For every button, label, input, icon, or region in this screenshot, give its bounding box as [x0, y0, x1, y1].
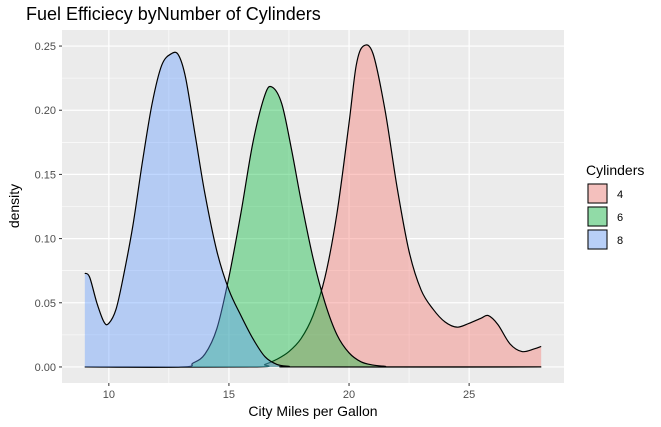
density-line-cyl-6	[84, 85, 542, 368]
legend-key-cyl-6	[587, 206, 608, 227]
density-area-cyl-8	[84, 52, 542, 367]
legend-swatch-cyl-4	[587, 183, 608, 204]
y-tick-label: 0.00	[35, 362, 56, 374]
x-tick-label: 20	[343, 389, 355, 401]
legend: Cylinders 4 6 8	[586, 162, 644, 250]
y-tick-label: 0.05	[35, 298, 56, 310]
y-tick-label: 0.10	[35, 234, 56, 246]
x-tick-label: 15	[223, 389, 235, 401]
legend-key-cyl-4	[587, 183, 608, 204]
x-tick-label: 25	[463, 389, 475, 401]
legend-swatch-cyl-6	[587, 206, 608, 227]
density-area-cyl-6	[84, 86, 542, 368]
density-line-cyl-4	[84, 44, 542, 368]
y-axis: 0.00 0.05 0.10 0.15 0.20 0.25	[35, 41, 62, 374]
legend-swatch-cyl-8	[587, 229, 608, 250]
legend-label-cyl-4: 4	[617, 189, 623, 201]
legend-label-cyl-6: 6	[617, 212, 623, 224]
minor-gridlines	[62, 30, 564, 383]
x-axis: 10 15 20 25	[103, 383, 475, 401]
legend-label-cyl-8: 8	[617, 235, 623, 247]
legend-title: Cylinders	[586, 162, 644, 178]
y-axis-title: density	[6, 184, 22, 228]
x-tick-label: 10	[103, 389, 115, 401]
density-areas	[84, 44, 542, 368]
x-axis-title: City Miles per Gallon	[248, 403, 377, 419]
legend-items: 4 6 8	[587, 183, 623, 250]
y-tick-label: 0.15	[35, 169, 56, 181]
density-line-cyl-8	[84, 51, 542, 368]
major-gridlines	[62, 30, 564, 383]
chart-title: Fuel Efficiecy byNumber of Cylinders	[26, 4, 321, 24]
y-tick-label: 0.20	[35, 105, 56, 117]
y-tick-label: 0.25	[35, 41, 56, 53]
legend-key-cyl-8	[587, 229, 608, 250]
density-area-cyl-4	[84, 44, 542, 368]
